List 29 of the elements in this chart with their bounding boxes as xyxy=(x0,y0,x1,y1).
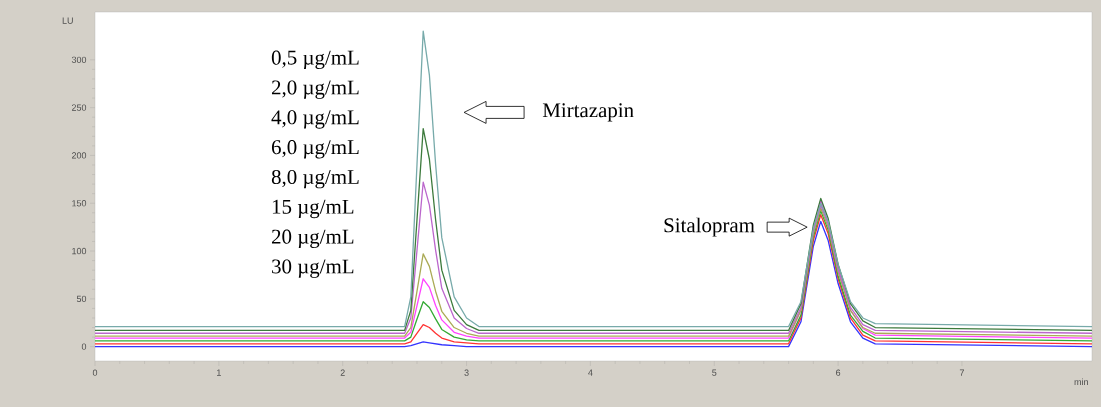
y-tick-label: 150 xyxy=(72,200,87,207)
x-tick-label: 4 xyxy=(588,369,593,376)
annotation: 0,5 µg/mL xyxy=(271,50,359,70)
annotation: 8,0 µg/mL xyxy=(271,169,359,189)
annotation: 30 µg/mL xyxy=(272,259,354,278)
y-axis-title: LU xyxy=(62,17,73,24)
y-tick-label: 300 xyxy=(71,56,87,63)
y-tick-label: 200 xyxy=(71,152,87,159)
annotation: 2,0 µg/mL xyxy=(271,80,359,99)
line-series xyxy=(94,30,1093,328)
annotation: 20 µg/mL xyxy=(271,229,354,249)
line-series xyxy=(94,128,1093,332)
x-tick-label: 0 xyxy=(92,369,98,376)
y-tick-label: 250 xyxy=(71,104,87,111)
x-tick-label: 3 xyxy=(464,369,469,376)
annotation: 15 µg/mL xyxy=(272,199,354,219)
y-tick-label: 100 xyxy=(72,247,87,255)
y-tick-label: 0 xyxy=(81,343,87,350)
x-tick-label: 5 xyxy=(712,369,717,376)
x-tick-label: 7 xyxy=(959,369,964,376)
x-tick-label: 2 xyxy=(340,369,345,376)
x-axis-title: min xyxy=(1074,378,1088,386)
annotation: Mirtazapin xyxy=(542,103,634,122)
annotation: Sitalopram xyxy=(664,217,755,237)
x-tick-label: 6 xyxy=(836,369,841,376)
y-tick-label: 50 xyxy=(76,295,87,303)
annotation: 6,0 µg/mL xyxy=(271,140,359,159)
annotation: 4,0 µg/mL xyxy=(271,110,359,129)
x-tick-label: 1 xyxy=(217,369,221,376)
